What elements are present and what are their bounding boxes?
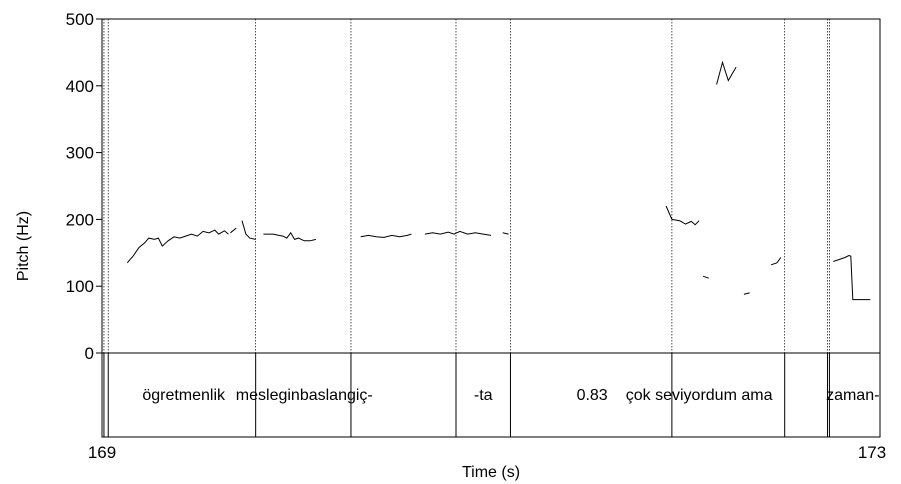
pitch-contour [770, 257, 782, 266]
tier-label: mesleginbaslangiç- [236, 387, 373, 404]
tier-labels: ögretmenlik mesleginbaslangiç- -ta 0.83 çok … [142, 387, 879, 404]
pitch-contour [502, 232, 509, 235]
pitch-contour [665, 205, 700, 226]
y-tick-label: 400 [66, 77, 94, 96]
pitch-contour [424, 230, 492, 236]
pitch-contour [743, 292, 750, 295]
tier-label: 0.83 [577, 387, 608, 404]
axis-ticks: 0 100 200 300 400 500 169 173 [66, 10, 887, 462]
x-tick-label: 169 [88, 443, 116, 462]
plot-frame [101, 18, 881, 438]
x-axis-label: Time (s) [462, 464, 520, 481]
tier-label: zaman- [826, 387, 879, 404]
pitch-contour [126, 229, 229, 264]
x-tick-label: 173 [858, 443, 886, 462]
plot-border [101, 18, 881, 438]
pitch-contour [702, 275, 709, 279]
pitch-contour [263, 231, 317, 242]
y-tick-label: 300 [66, 144, 94, 163]
pitch-contour [716, 60, 737, 85]
tier-label: -ta [474, 387, 493, 404]
y-tick-label: 100 [66, 277, 94, 296]
pitch-contour [833, 254, 871, 301]
tier-boundaries [103, 19, 830, 437]
y-tick-label: 200 [66, 210, 94, 229]
pitch-contours [126, 60, 871, 301]
pitch-contour [230, 227, 237, 234]
pitch-contour [241, 220, 256, 240]
pitch-contour [360, 233, 412, 238]
y-tick-label: 500 [66, 10, 94, 29]
y-tick-label: 0 [85, 344, 94, 363]
y-axis-label: Pitch (Hz) [15, 211, 32, 281]
tier-label: ögretmenlik [142, 387, 226, 404]
tier-label: çok seviyordum ama [626, 387, 773, 404]
